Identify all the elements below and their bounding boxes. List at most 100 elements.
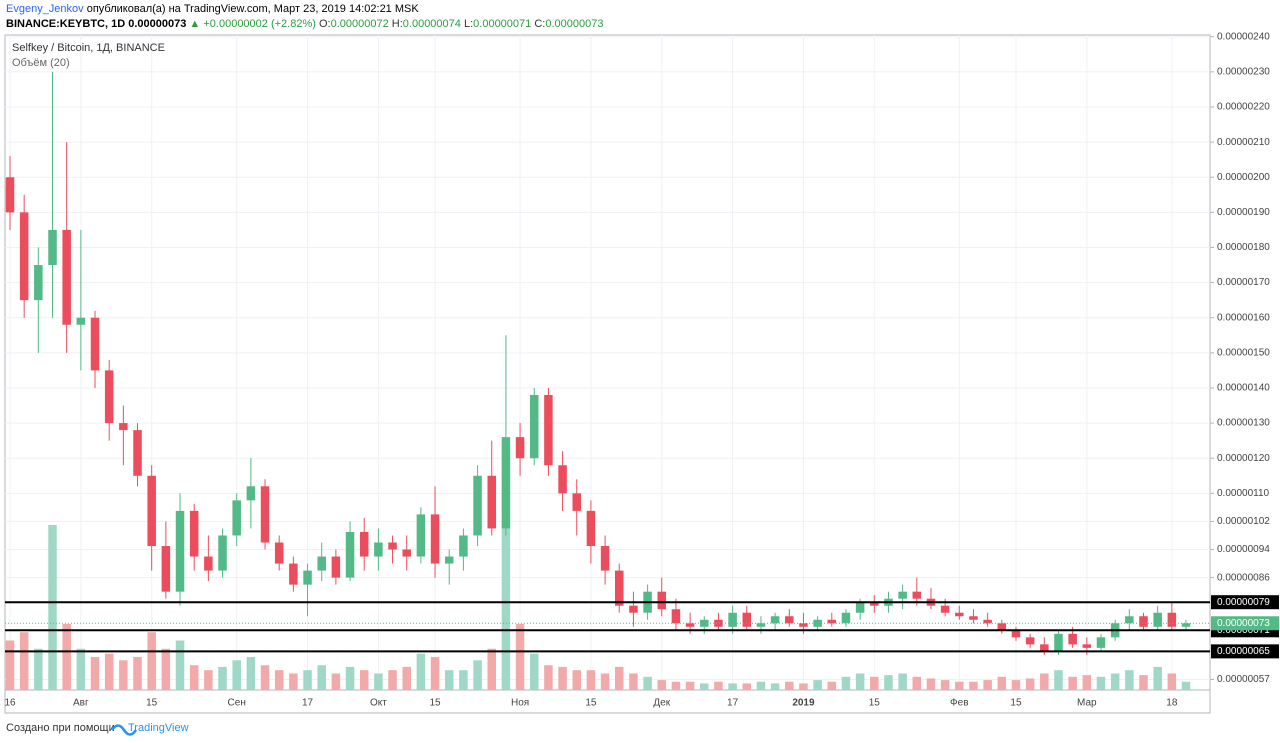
volume-bar <box>1167 673 1177 690</box>
candle-body <box>444 556 454 564</box>
candle-body <box>1040 644 1049 652</box>
volume-bar <box>756 681 766 690</box>
x-tick-label: 16 <box>4 698 16 709</box>
y-tick-label: 0.00000170 <box>1217 277 1270 288</box>
x-tick-label: Сен <box>228 698 246 709</box>
candle-body <box>416 514 426 557</box>
candle-body <box>359 531 369 557</box>
candle-body <box>813 619 822 627</box>
last-price-box <box>1211 616 1279 631</box>
candle-body <box>714 619 723 627</box>
volume-bar <box>303 670 312 690</box>
volume-bar <box>260 665 270 690</box>
x-tick-label: 17 <box>302 698 314 709</box>
candle-body <box>529 394 539 459</box>
change: ▲ +0.00000002 (+2.82%) <box>189 18 316 30</box>
volume-bar <box>855 673 865 690</box>
volume-bar <box>586 670 596 690</box>
volume-bar <box>1139 675 1148 690</box>
volume-bar <box>62 624 71 690</box>
volume-bar <box>76 648 86 690</box>
candle-body <box>1153 612 1162 627</box>
plot-frame <box>4 34 1211 714</box>
volume-bar <box>1040 673 1049 690</box>
volume-title: Объём (20) <box>12 57 70 69</box>
volume-bar <box>218 666 227 690</box>
y-tick-label: 0.00000230 <box>1217 67 1270 78</box>
footer-brand[interactable]: TradingView <box>128 722 189 734</box>
candle-body <box>841 612 851 624</box>
candle-body <box>898 591 907 599</box>
candle-body <box>870 602 879 606</box>
volume-bar <box>1125 670 1134 690</box>
volume-bar <box>34 648 43 690</box>
publish-line: Evgeny_Jenkov опубликовал(а) на TradingV… <box>6 3 419 15</box>
footer-text: Создано при помощи <box>6 722 115 734</box>
x-tick-label: 17 <box>727 698 739 709</box>
candle-body <box>133 430 142 476</box>
volume-bar <box>983 680 992 690</box>
y-tick-label: 0.00000057 <box>1217 674 1270 685</box>
candle-body <box>1054 633 1063 652</box>
y-tick-label: 0.00000094 <box>1217 544 1270 555</box>
candle-body <box>487 475 496 529</box>
volume-bar <box>147 632 156 690</box>
candle-body <box>572 493 581 511</box>
candle-body <box>728 612 737 627</box>
candle-body <box>289 563 298 585</box>
candle-body <box>671 609 681 624</box>
volume-bar <box>870 676 879 690</box>
volume-bar <box>1110 673 1120 690</box>
candle-body <box>232 500 241 536</box>
volume-bar <box>643 676 652 690</box>
candle-body <box>317 556 326 571</box>
quote-line: BINANCE:KEYBTC, 1D 0.00000073 ▲ +0.00000… <box>6 18 603 30</box>
volume-bar <box>955 681 964 690</box>
volume-bar <box>444 670 454 690</box>
x-tick-label: Окт <box>370 698 387 709</box>
volume-bar <box>544 665 553 690</box>
candle-body <box>629 605 638 613</box>
y-tick-label: 0.00000160 <box>1217 312 1270 323</box>
candle-body <box>1139 616 1148 627</box>
ohlc-key: L: <box>463 18 474 30</box>
volume-bar <box>1011 680 1021 690</box>
volume-bar <box>473 660 482 690</box>
candle-body <box>459 535 468 557</box>
candle-body <box>204 556 213 571</box>
volume-bar <box>232 660 241 690</box>
candle-body <box>48 229 57 266</box>
candle-body <box>1082 644 1092 648</box>
level-label: 0.00000079 <box>1217 597 1270 608</box>
volume-bar <box>246 657 256 690</box>
author[interactable]: Evgeny_Jenkov <box>6 3 84 15</box>
candle-body <box>657 591 667 610</box>
x-tick-label: Авг <box>73 698 89 709</box>
volume-bar <box>969 681 978 690</box>
volume-bar <box>345 666 355 690</box>
ohlc-value: 0.00000074 <box>402 18 461 30</box>
candle-body <box>615 570 624 606</box>
candle-body <box>983 619 992 624</box>
volume-bar <box>1082 675 1092 690</box>
y-tick-label: 0.00000240 <box>1217 31 1270 42</box>
candle-body <box>246 486 256 501</box>
candle-body <box>1096 637 1106 648</box>
candle-body <box>104 370 114 424</box>
candle-body <box>940 605 950 613</box>
candle-body <box>218 535 227 571</box>
candle-body <box>756 623 766 627</box>
volume-bar <box>487 648 496 690</box>
volume-bar <box>48 525 57 690</box>
candle-body <box>90 317 100 371</box>
y-tick-label: 0.00000120 <box>1217 453 1270 464</box>
candle-body <box>303 570 312 585</box>
ohlc-key: O: <box>318 18 331 30</box>
candle-body <box>827 619 837 624</box>
candle-body <box>5 177 15 213</box>
candle-body <box>799 623 808 627</box>
volume-bar <box>813 680 822 690</box>
volume-bar <box>430 657 440 690</box>
volume-bar <box>317 665 326 690</box>
